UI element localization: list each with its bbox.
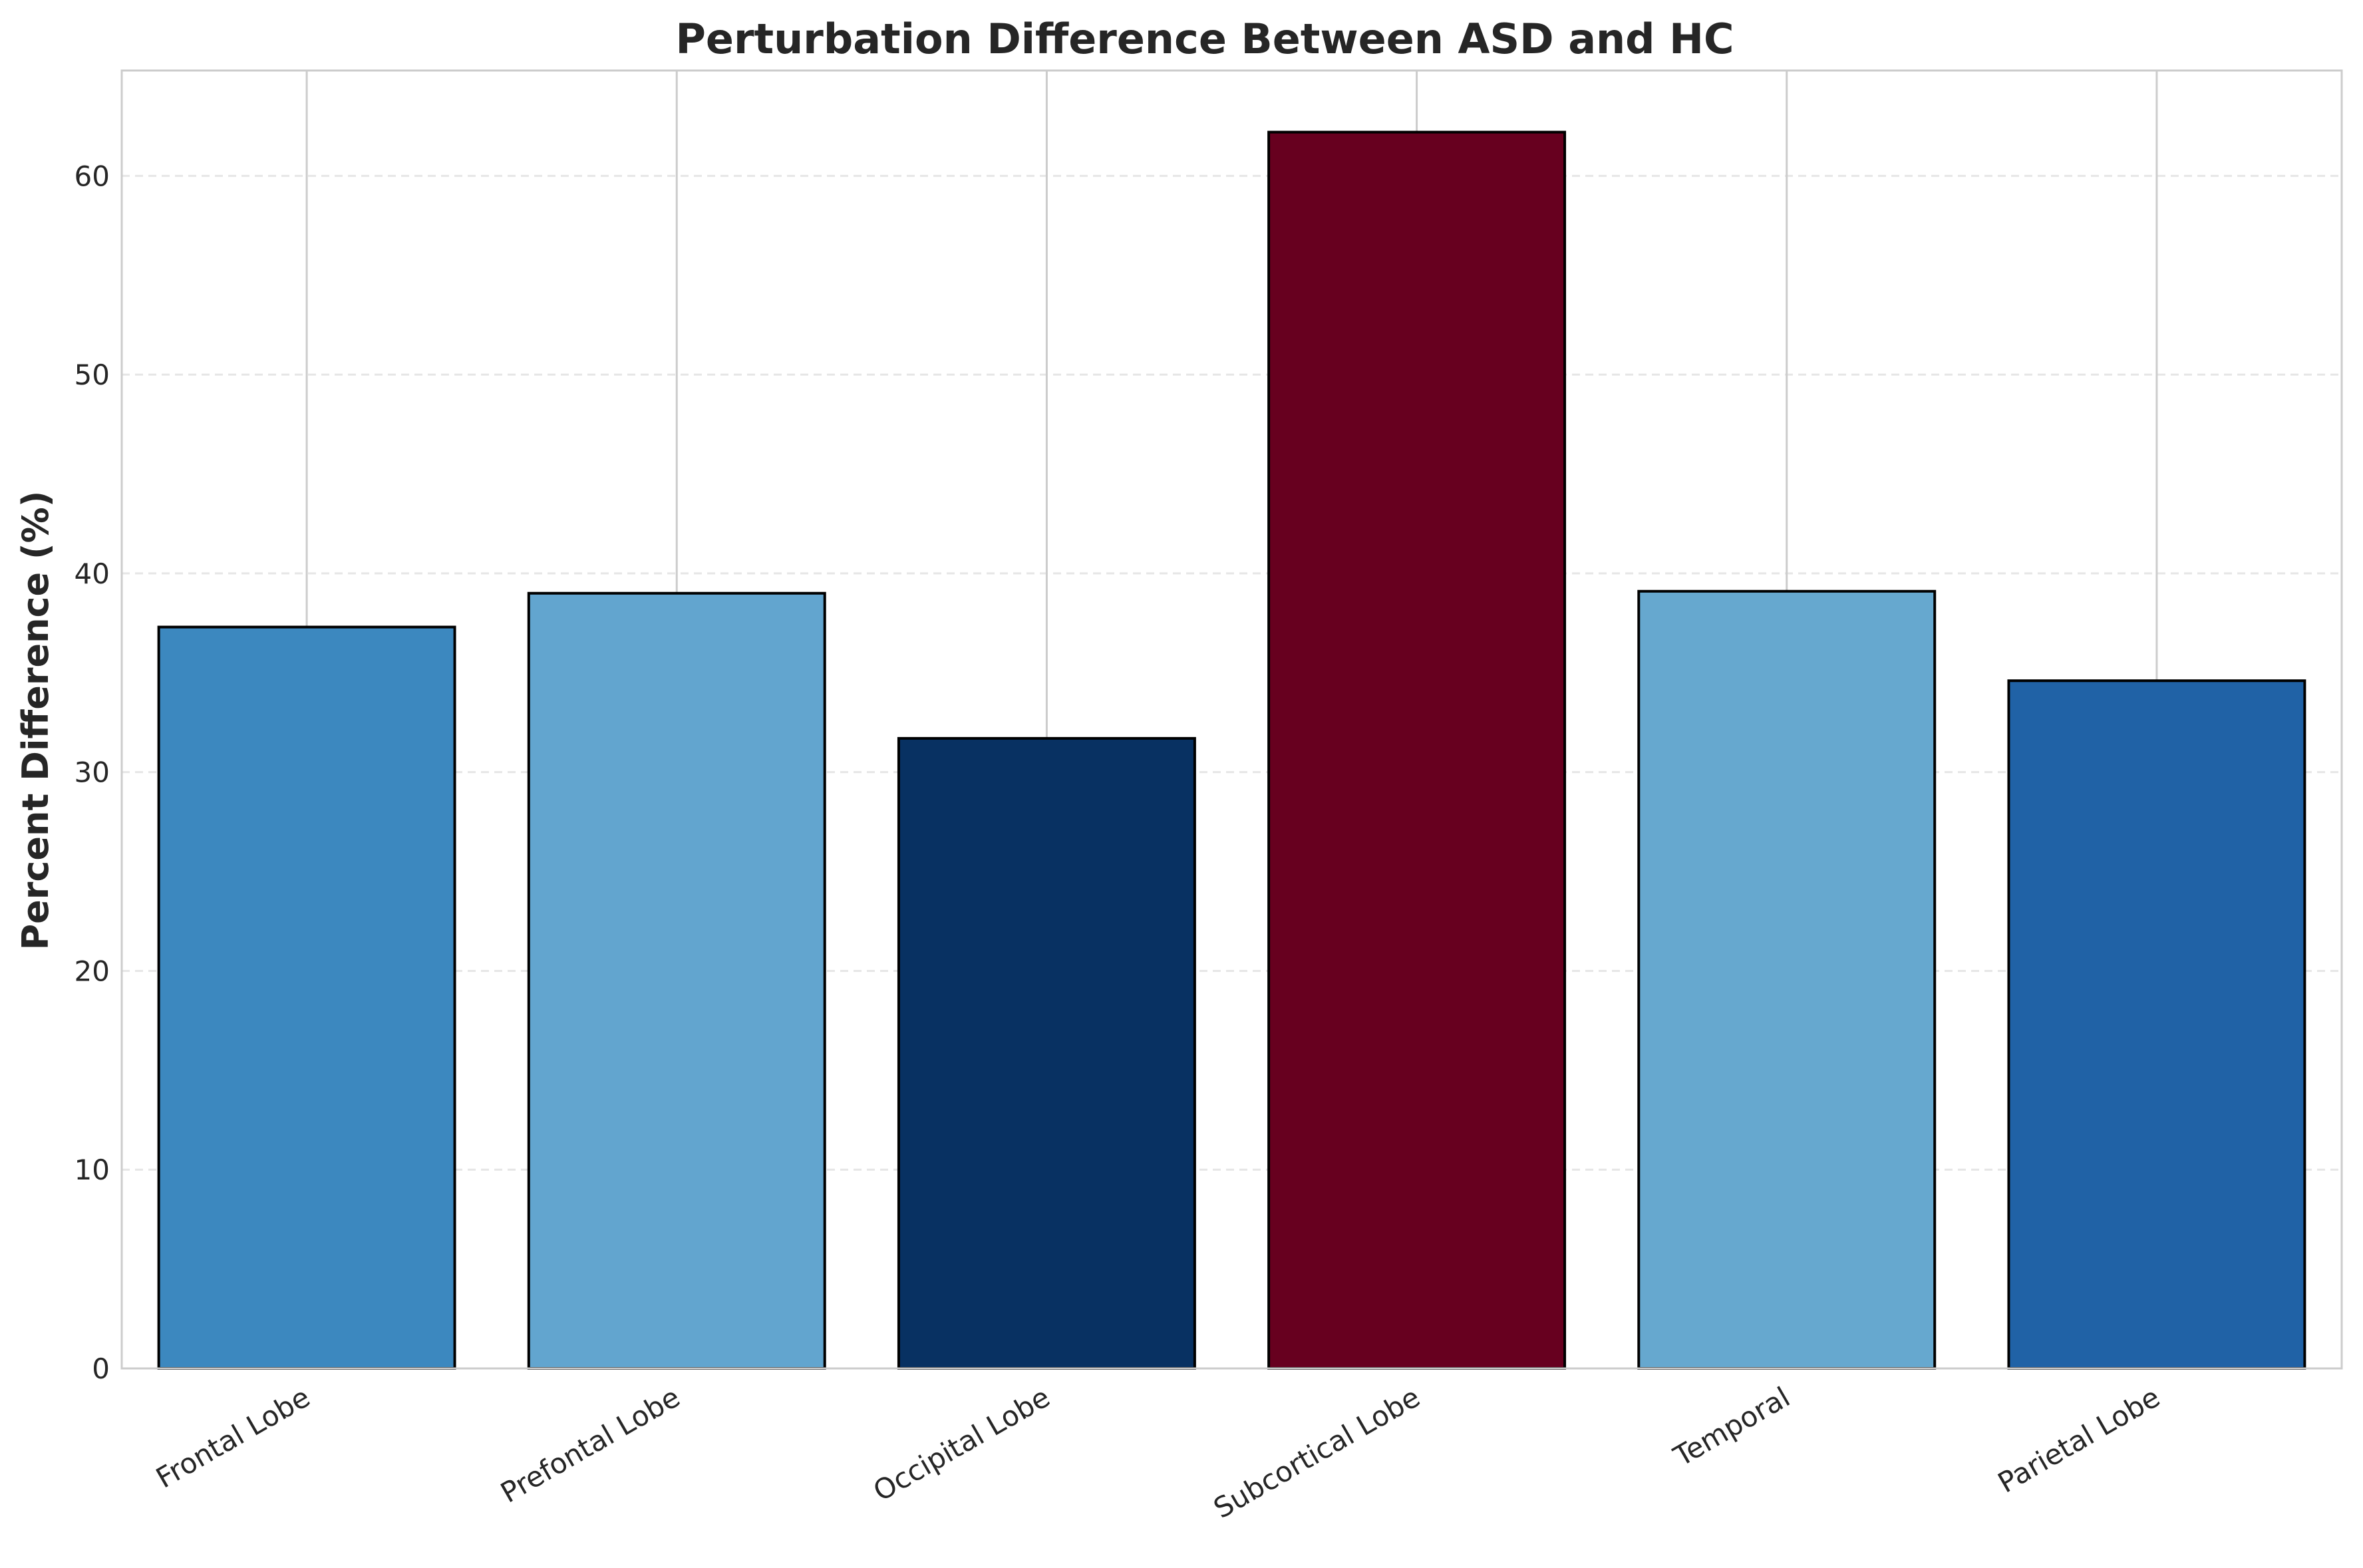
bar-occipital-lobe[interactable]: [897, 736, 1196, 1370]
y-tick-label: 10: [75, 1154, 110, 1186]
y-tick-label: 60: [75, 160, 110, 192]
bar-frontal-lobe[interactable]: [157, 625, 456, 1370]
chart-title: Perturbation Difference Between ASD and …: [675, 15, 1734, 63]
y-tick-label: 30: [75, 756, 110, 789]
y-tick-label: 40: [75, 557, 110, 590]
plot-frame: [120, 69, 2343, 1370]
y-tick-labels: 0 10 20 30 40 50 60: [75, 160, 110, 1385]
bars: [157, 130, 2306, 1370]
bar-subcortical-lobe[interactable]: [1267, 130, 1567, 1370]
bar-parietal-lobe[interactable]: [2007, 679, 2306, 1370]
bar-temporal[interactable]: [1637, 589, 1937, 1370]
y-tick-label: 0: [92, 1352, 110, 1385]
y-tick-label: 50: [75, 359, 110, 391]
bar-prefontal-lobe[interactable]: [527, 591, 826, 1370]
y-tick-label: 20: [75, 955, 110, 987]
y-axis-label: Percent Difference (%): [15, 491, 57, 951]
